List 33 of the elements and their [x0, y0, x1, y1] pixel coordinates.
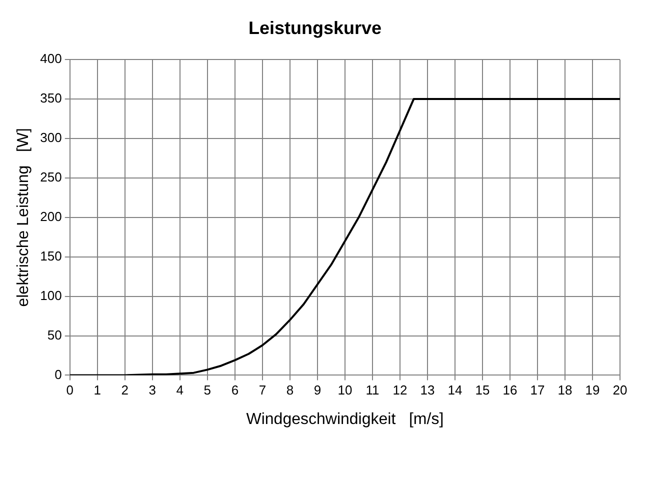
x-tick-label: 0: [66, 382, 74, 398]
x-tick-label: 18: [558, 382, 572, 398]
x-tick-label: 6: [231, 382, 239, 398]
x-tick-label: 9: [314, 382, 322, 398]
y-tick-label: 0: [54, 366, 62, 382]
x-tick-label: 19: [585, 382, 600, 398]
y-tick-label: 300: [40, 130, 62, 146]
y-tick-label: 100: [40, 288, 62, 303]
x-tick-label: 17: [530, 382, 545, 398]
x-tick-label: 13: [420, 382, 435, 398]
y-tick-label: 400: [40, 51, 62, 66]
y-tick-label: 50: [47, 327, 62, 342]
y-tick-label: 350: [40, 90, 62, 106]
x-tick-label: 7: [258, 382, 266, 398]
x-tick-label: 12: [392, 382, 408, 398]
y-tick-label: 250: [40, 170, 62, 185]
x-tick-label: 11: [366, 382, 380, 398]
x-tick-label: 4: [176, 382, 184, 398]
y-axis-title: elektrische Leistung [W]: [15, 128, 32, 307]
x-tick-label: 16: [502, 382, 518, 398]
x-tick-label: 20: [612, 382, 628, 398]
x-tick-label: 1: [94, 382, 102, 398]
x-tick-label: 10: [338, 382, 352, 398]
x-tick-label: 3: [148, 382, 156, 398]
x-tick-label: 15: [475, 382, 490, 398]
chart-title: Leistungskurve: [248, 18, 382, 38]
x-axis-title: Windgeschwindigkeit [m/s]: [246, 410, 444, 428]
x-tick-label: 2: [121, 382, 129, 398]
y-tick-label: 200: [40, 208, 62, 224]
x-tick-label: 5: [204, 382, 212, 398]
y-tick-label: 150: [40, 248, 62, 264]
x-tick-label: 14: [448, 382, 462, 398]
x-tick-label: 8: [286, 382, 294, 398]
